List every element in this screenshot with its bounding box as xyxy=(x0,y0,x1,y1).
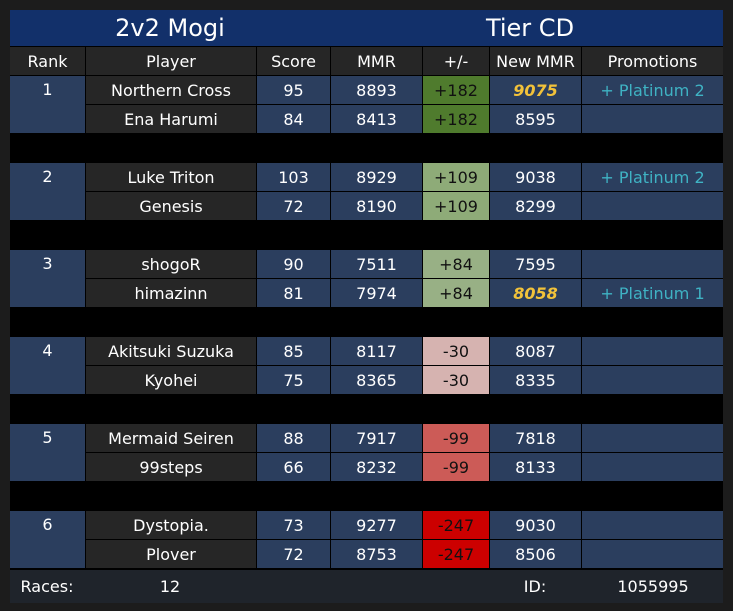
mmr: 7511 xyxy=(331,250,422,278)
mmr: 8232 xyxy=(331,453,422,481)
name: 99steps xyxy=(86,453,256,481)
delta: +109 xyxy=(423,192,489,220)
score: 72 xyxy=(257,540,330,568)
mmr: 9277 xyxy=(331,511,422,539)
score: 95 xyxy=(257,76,330,104)
score: 73 xyxy=(257,511,330,539)
delta: +84 xyxy=(423,279,489,307)
name: Genesis xyxy=(86,192,256,220)
delta: +182 xyxy=(423,76,489,104)
promotion xyxy=(582,192,723,220)
score: 72 xyxy=(257,192,330,220)
name: Plover xyxy=(86,540,256,568)
score: 85 xyxy=(257,337,330,365)
score: 84 xyxy=(257,105,330,133)
promotion xyxy=(582,337,723,365)
new-mmr: 9030 xyxy=(490,511,581,539)
name: Ena Harumi xyxy=(86,105,256,133)
promotion xyxy=(582,540,723,568)
name: himazinn xyxy=(86,279,256,307)
delta: -99 xyxy=(423,424,489,452)
column-header: Player xyxy=(86,47,256,75)
promotion: + Platinum 2 xyxy=(582,76,723,104)
delta: -99 xyxy=(423,453,489,481)
footer xyxy=(10,570,723,603)
races-label: Races: xyxy=(20,577,74,596)
delta: -247 xyxy=(423,511,489,539)
new-mmr: 8087 xyxy=(490,337,581,365)
new-mmr: 8299 xyxy=(490,192,581,220)
name: Dystopia. xyxy=(86,511,256,539)
score: 81 xyxy=(257,279,330,307)
delta: +109 xyxy=(423,163,489,191)
promotion xyxy=(582,105,723,133)
title-bar xyxy=(10,10,723,46)
delta: -247 xyxy=(423,540,489,568)
column-header: Score xyxy=(257,47,330,75)
score: 88 xyxy=(257,424,330,452)
name: Northern Cross xyxy=(86,76,256,104)
promotion: + Platinum 1 xyxy=(582,279,723,307)
column-header: New MMR xyxy=(490,47,581,75)
mmr: 8893 xyxy=(331,76,422,104)
delta: -30 xyxy=(423,337,489,365)
delta: +84 xyxy=(423,250,489,278)
promotion xyxy=(582,453,723,481)
rank: 4 xyxy=(10,337,85,394)
name: Kyohei xyxy=(86,366,256,394)
name: Mermaid Seiren xyxy=(86,424,256,452)
promotion xyxy=(582,250,723,278)
new-mmr: 8133 xyxy=(490,453,581,481)
name: shogoR xyxy=(86,250,256,278)
score: 103 xyxy=(257,163,330,191)
mmr: 8117 xyxy=(331,337,422,365)
tier: Tier CD xyxy=(485,14,575,42)
delta: -30 xyxy=(423,366,489,394)
rank: 5 xyxy=(10,424,85,481)
column-header: Rank xyxy=(10,47,85,75)
new-mmr: 9038 xyxy=(490,163,581,191)
column-header: +/- xyxy=(423,47,489,75)
delta: +182 xyxy=(423,105,489,133)
mmr: 8365 xyxy=(331,366,422,394)
promotion xyxy=(582,366,723,394)
promotion xyxy=(582,424,723,452)
score: 66 xyxy=(257,453,330,481)
new-mmr: 7818 xyxy=(490,424,581,452)
id-label: ID: xyxy=(523,577,547,596)
rank: 1 xyxy=(10,76,85,133)
new-mmr: 7595 xyxy=(490,250,581,278)
new-mmr: 8595 xyxy=(490,105,581,133)
name: Luke Triton xyxy=(86,163,256,191)
promotion: + Platinum 2 xyxy=(582,163,723,191)
promotion xyxy=(582,511,723,539)
mmr: 7917 xyxy=(331,424,422,452)
rank: 3 xyxy=(10,250,85,307)
mmr: 8753 xyxy=(331,540,422,568)
mmr: 8929 xyxy=(331,163,422,191)
rank: 2 xyxy=(10,163,85,220)
races: 12 xyxy=(159,577,181,596)
column-header: Promotions xyxy=(582,47,723,75)
mmr: 8413 xyxy=(331,105,422,133)
new-mmr: 8335 xyxy=(490,366,581,394)
mmr: 8190 xyxy=(331,192,422,220)
score: 90 xyxy=(257,250,330,278)
new-mmr: 8506 xyxy=(490,540,581,568)
mmr: 7974 xyxy=(331,279,422,307)
new-mmr: 9075 xyxy=(490,76,581,104)
rank: 6 xyxy=(10,511,85,568)
new-mmr: 8058 xyxy=(490,279,581,307)
id: 1055995 xyxy=(617,577,689,596)
name: Akitsuki Suzuka xyxy=(86,337,256,365)
column-header: MMR xyxy=(331,47,422,75)
title: 2v2 Mogi xyxy=(115,14,225,42)
score: 75 xyxy=(257,366,330,394)
